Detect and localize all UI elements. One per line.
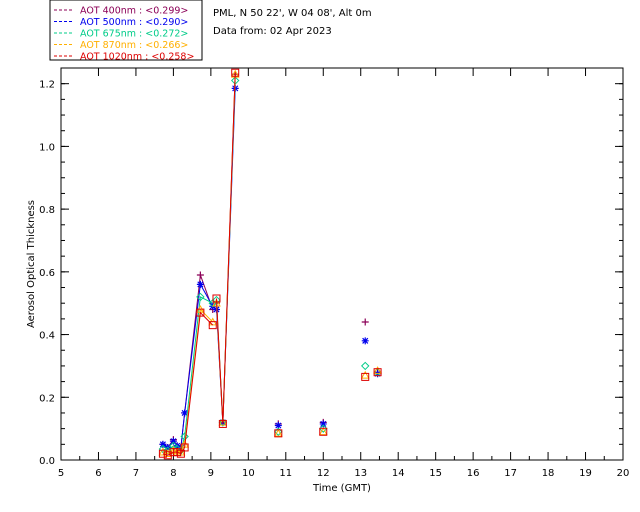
data-point xyxy=(319,424,328,433)
x-tick-label: 6 xyxy=(95,468,101,479)
y-tick-label: 0.4 xyxy=(39,331,55,342)
x-tick-label: 19 xyxy=(579,468,592,479)
series-layer xyxy=(158,68,382,460)
data-point xyxy=(196,292,205,302)
x-tick-label: 9 xyxy=(208,468,214,479)
y-tick-label: 1.2 xyxy=(39,80,55,91)
y-axis-label: Aerosol Optical Thickness xyxy=(26,200,37,328)
y-tick-label: 0.6 xyxy=(39,268,55,279)
y-tick-label: 0.0 xyxy=(39,456,55,467)
y-axis-tick-labels: 0.0 0.2 0.4 0.6 0.8 1.0 1.2 xyxy=(39,80,55,467)
y-axis-ticks xyxy=(61,83,623,461)
data-point xyxy=(181,409,189,417)
y-tick-label: 1.0 xyxy=(39,142,55,153)
data-point xyxy=(361,361,370,371)
x-tick-label: 12 xyxy=(317,468,330,479)
data-point xyxy=(361,318,369,326)
x-tick-label: 7 xyxy=(133,468,139,479)
x-tick-label: 8 xyxy=(170,468,176,479)
data-point xyxy=(373,366,382,374)
data-point xyxy=(273,428,283,437)
series-group xyxy=(158,68,382,460)
legend: AOT 400nm : <0.299>AOT 500nm : <0.290>AO… xyxy=(49,0,203,63)
legend-label: AOT 675nm : <0.272> xyxy=(80,29,188,40)
series-line xyxy=(162,311,214,456)
x-tick-label: 18 xyxy=(542,468,555,479)
data-point xyxy=(196,308,205,317)
legend-label: AOT 400nm : <0.299> xyxy=(80,6,188,17)
data-point xyxy=(196,271,204,279)
legend-label: AOT 500nm : <0.290> xyxy=(80,17,188,28)
legend-items: AOT 400nm : <0.299>AOT 500nm : <0.290>AO… xyxy=(54,6,194,63)
data-point xyxy=(360,370,370,379)
data-point xyxy=(361,337,369,345)
data-point xyxy=(274,427,283,436)
data-point xyxy=(159,440,167,448)
data-point xyxy=(361,372,370,381)
x-axis-label: Time (GMT) xyxy=(312,483,371,494)
x-tick-label: 11 xyxy=(279,468,292,479)
x-tick-label: 13 xyxy=(354,468,367,479)
data-point xyxy=(319,420,327,428)
x-tick-label: 10 xyxy=(242,468,255,479)
y-tick-label: 0.2 xyxy=(39,393,55,404)
x-axis-tick-labels: 5 6 7 8 9 10 11 12 13 14 15 16 17 18 19 20 xyxy=(58,468,630,479)
data-point xyxy=(180,443,189,452)
data-point xyxy=(196,280,204,288)
data-point xyxy=(274,429,283,438)
data-point xyxy=(212,294,221,303)
x-tick-label: 17 xyxy=(504,468,517,479)
legend-label: AOT 870nm : <0.266> xyxy=(80,40,188,51)
data-point xyxy=(218,418,228,427)
x-tick-label: 20 xyxy=(617,468,630,479)
x-axis-ticks xyxy=(60,68,624,460)
legend-label: AOT 1020nm : <0.258> xyxy=(80,52,194,63)
data-point xyxy=(373,368,382,377)
data-point xyxy=(218,419,227,428)
data-point xyxy=(208,321,217,330)
data-point xyxy=(319,427,328,436)
data-point xyxy=(158,449,167,458)
x-tick-label: 5 xyxy=(58,468,64,479)
y-tick-label: 0.8 xyxy=(39,205,55,216)
data-point xyxy=(218,417,228,426)
data-point xyxy=(231,68,240,77)
data-point xyxy=(169,437,177,445)
series-line xyxy=(215,72,236,424)
data-date-subtitle: Data from: 02 Apr 2023 xyxy=(213,26,332,37)
legend-box xyxy=(49,0,203,61)
x-tick-label: 15 xyxy=(429,468,442,479)
data-point xyxy=(318,427,328,436)
x-tick-label: 14 xyxy=(392,468,405,479)
station-info-title: PML, N 50 22', W 04 08', Alt 0m xyxy=(213,8,372,19)
x-tick-label: 16 xyxy=(467,468,480,479)
data-point xyxy=(274,422,282,430)
